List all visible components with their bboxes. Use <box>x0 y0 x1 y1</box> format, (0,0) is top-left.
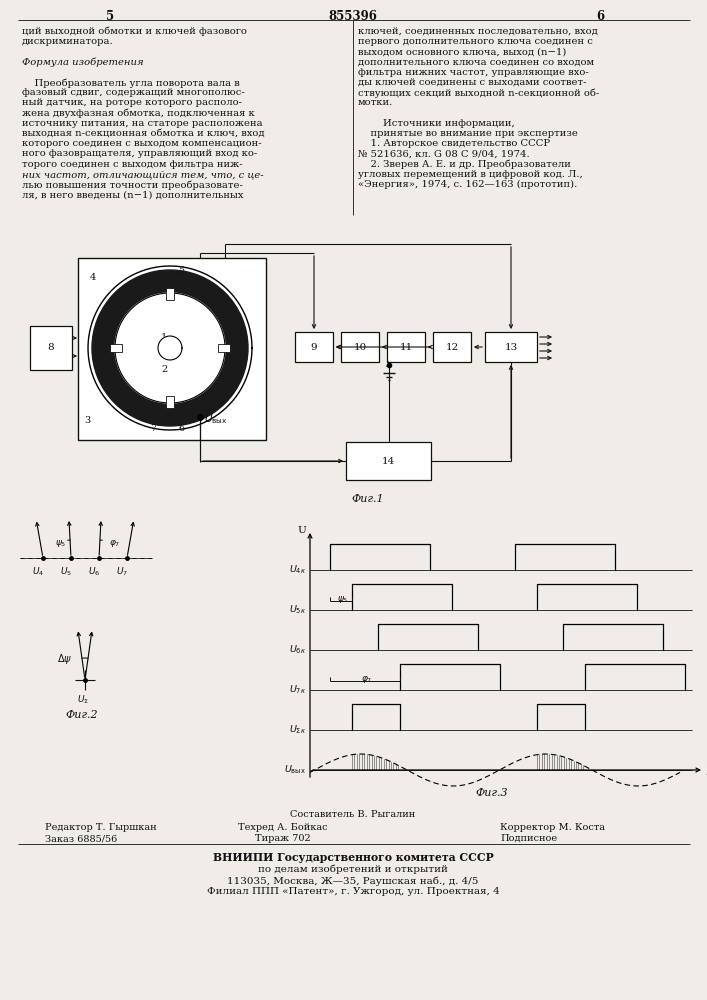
Text: Источники информации,: Источники информации, <box>358 119 515 128</box>
Text: которого соединен с выходом компенсацион-: которого соединен с выходом компенсацион… <box>22 139 262 148</box>
Text: ций выходной обмотки и ключей фазового: ций выходной обмотки и ключей фазового <box>22 27 247 36</box>
Text: $U_{\rm вых}$: $U_{\rm вых}$ <box>204 412 228 426</box>
Text: $\psi_5$: $\psi_5$ <box>55 538 66 549</box>
Text: ный датчик, на роторе которого располо-: ный датчик, на роторе которого располо- <box>22 98 242 107</box>
Text: $U_{5к}$: $U_{5к}$ <box>289 604 306 616</box>
Text: 9: 9 <box>310 342 317 352</box>
Text: Тираж 702: Тираж 702 <box>255 834 311 843</box>
Text: 855396: 855396 <box>329 10 378 23</box>
Text: по делам изобретений и открытий: по делам изобретений и открытий <box>258 865 448 874</box>
Text: выходом основного ключа, выход (n−1): выходом основного ключа, выход (n−1) <box>358 47 566 56</box>
Bar <box>346 442 431 480</box>
Text: $\varphi_7$: $\varphi_7$ <box>361 674 373 685</box>
Text: 1: 1 <box>161 334 167 342</box>
Text: жена двухфазная обмотка, подключенная к: жена двухфазная обмотка, подключенная к <box>22 109 255 118</box>
Bar <box>166 288 174 300</box>
Text: торого соединен с выходом фильтра ниж-: торого соединен с выходом фильтра ниж- <box>22 160 243 169</box>
Text: $U_5$: $U_5$ <box>60 566 72 578</box>
Bar <box>341 332 379 362</box>
Text: $U_{\Sigma к}$: $U_{\Sigma к}$ <box>289 724 306 736</box>
Text: мотки.: мотки. <box>358 98 393 107</box>
Text: ключей, соединенных последовательно, вход: ключей, соединенных последовательно, вхо… <box>358 27 597 36</box>
Bar <box>30 326 72 370</box>
Circle shape <box>158 336 182 360</box>
Bar <box>110 344 122 352</box>
Text: принятые во внимание при экспертизе: принятые во внимание при экспертизе <box>358 129 578 138</box>
Bar <box>485 332 537 362</box>
Text: $U_6$: $U_6$ <box>88 566 100 578</box>
Text: Составитель В. Рыгалин: Составитель В. Рыгалин <box>291 810 416 819</box>
Text: 11: 11 <box>399 342 413 352</box>
Text: $\psi_5$: $\psi_5$ <box>337 594 349 605</box>
Text: Подписное: Подписное <box>500 834 557 843</box>
Bar <box>78 258 266 440</box>
Text: дополнительного ключа соединен со входом: дополнительного ключа соединен со входом <box>358 58 594 67</box>
Text: Заказ 6885/56: Заказ 6885/56 <box>45 834 117 843</box>
Text: 10: 10 <box>354 342 367 352</box>
Text: $U_\Sigma$: $U_\Sigma$ <box>77 694 89 706</box>
Text: ВНИИПИ Государственного комитета СССР: ВНИИПИ Государственного комитета СССР <box>213 852 493 863</box>
Text: ля, в него введены (n−1) дополнительных: ля, в него введены (n−1) дополнительных <box>22 190 243 199</box>
Text: $U_{6к}$: $U_{6к}$ <box>289 644 306 656</box>
Text: 6: 6 <box>178 424 184 433</box>
Text: t: t <box>706 772 707 781</box>
Text: 5: 5 <box>178 266 184 275</box>
Text: 12: 12 <box>445 342 459 352</box>
Text: $U_7$: $U_7$ <box>116 566 128 578</box>
Text: $U_{\rm вых}$: $U_{\rm вых}$ <box>284 764 306 776</box>
Text: фильтра нижних частот, управляющие вхо-: фильтра нижних частот, управляющие вхо- <box>358 68 589 77</box>
Circle shape <box>115 293 225 403</box>
Text: Фиг.1: Фиг.1 <box>351 494 384 504</box>
Text: 113035, Москва, Ж—35, Раушская наб., д. 4/5: 113035, Москва, Ж—35, Раушская наб., д. … <box>228 876 479 886</box>
Bar <box>433 332 471 362</box>
Text: Фиг.3: Фиг.3 <box>475 788 508 798</box>
Text: Филиал ППП «Патент», г. Ужгород, ул. Проектная, 4: Филиал ППП «Патент», г. Ужгород, ул. Про… <box>206 887 499 896</box>
Text: 1. Авторское свидетельство СССР: 1. Авторское свидетельство СССР <box>358 139 550 148</box>
Bar <box>387 332 425 362</box>
Text: фазовый сдвиг, содержащий многополюс-: фазовый сдвиг, содержащий многополюс- <box>22 88 245 97</box>
Text: 3: 3 <box>84 416 90 425</box>
Text: Формула изобретения: Формула изобретения <box>22 58 144 67</box>
Bar <box>295 332 333 362</box>
Text: Фиг.2: Фиг.2 <box>65 710 98 720</box>
Text: них частот, отличающийся тем, что, с це-: них частот, отличающийся тем, что, с це- <box>22 170 264 179</box>
Text: Техред А. Бойкас: Техред А. Бойкас <box>238 823 328 832</box>
Text: источнику питания, на статоре расположена: источнику питания, на статоре расположен… <box>22 119 262 128</box>
Text: 8: 8 <box>47 344 54 353</box>
Bar <box>218 344 230 352</box>
Text: ного фазовращателя, управляющий вход ко-: ного фазовращателя, управляющий вход ко- <box>22 149 257 158</box>
Text: ды ключей соединены с выходами соответ-: ды ключей соединены с выходами соответ- <box>358 78 587 87</box>
Text: дискриминатора.: дискриминатора. <box>22 37 114 46</box>
Text: 13: 13 <box>504 342 518 352</box>
Text: U: U <box>297 526 306 535</box>
Text: 7: 7 <box>150 424 156 433</box>
Text: Редактор Т. Гыршкан: Редактор Т. Гыршкан <box>45 823 157 832</box>
Text: угловых перемещений в цифровой код. Л.,: угловых перемещений в цифровой код. Л., <box>358 170 583 179</box>
Text: ствующих секций выходной n-секционной об-: ствующих секций выходной n-секционной об… <box>358 88 600 98</box>
Bar <box>166 396 174 408</box>
Text: $U_4$: $U_4$ <box>32 566 44 578</box>
Text: 2. Зверев А. Е. и др. Преобразователи: 2. Зверев А. Е. и др. Преобразователи <box>358 160 571 169</box>
Text: $\Delta\psi$: $\Delta\psi$ <box>57 652 72 666</box>
Text: $U_{4к}$: $U_{4к}$ <box>289 564 306 576</box>
Text: выходная n-секционная обмотка и ключ, вход: выходная n-секционная обмотка и ключ, вх… <box>22 129 264 138</box>
Text: «Энергия», 1974, с. 162—163 (прототип).: «Энергия», 1974, с. 162—163 (прототип). <box>358 180 577 189</box>
Text: $U_{7к}$: $U_{7к}$ <box>289 684 306 696</box>
Text: 6: 6 <box>596 10 604 23</box>
Text: 14: 14 <box>382 456 395 466</box>
Text: $\varphi_7$: $\varphi_7$ <box>109 538 120 549</box>
Text: первого дополнительного ключа соединен с: первого дополнительного ключа соединен с <box>358 37 593 46</box>
Text: 5: 5 <box>106 10 114 23</box>
Text: лью повышения точности преобразовате-: лью повышения точности преобразовате- <box>22 180 243 190</box>
Text: Преобразователь угла поворота вала в: Преобразователь угла поворота вала в <box>22 78 240 88</box>
Text: Корректор М. Коста: Корректор М. Коста <box>500 823 605 832</box>
Text: 2: 2 <box>161 365 167 374</box>
Text: № 521636, кл. G 08 C 9/04, 1974.: № 521636, кл. G 08 C 9/04, 1974. <box>358 149 530 158</box>
Text: 4: 4 <box>90 273 96 282</box>
